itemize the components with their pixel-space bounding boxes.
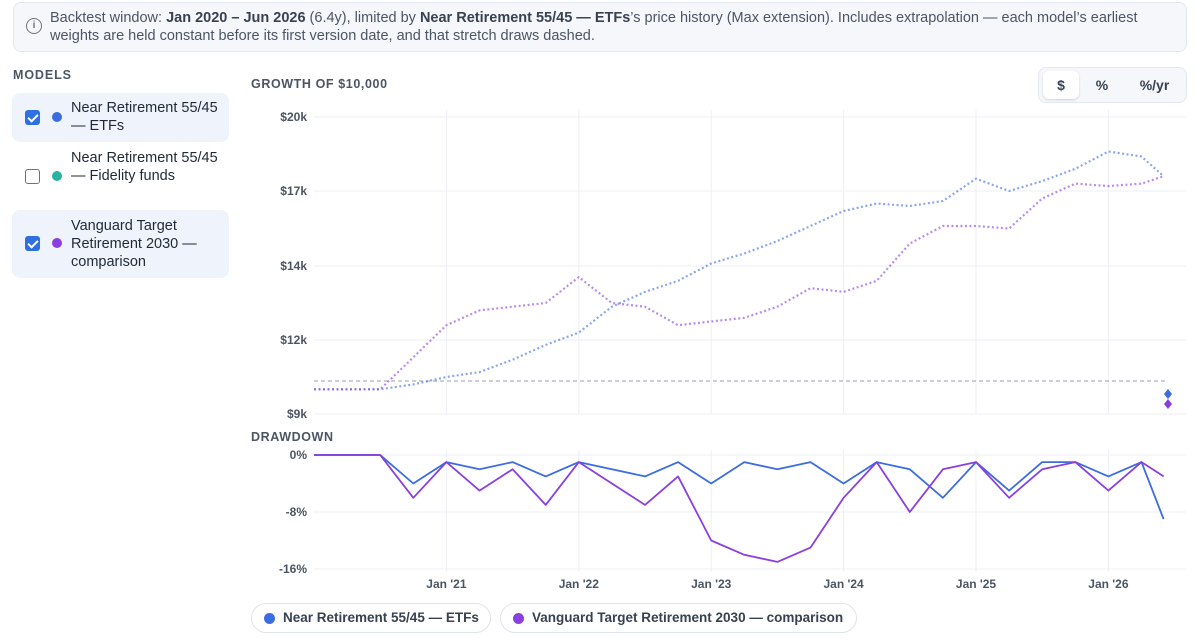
growth-series	[314, 150, 1165, 391]
model-color-dot-vanguard	[52, 238, 62, 248]
toggle-percent-button[interactable]: %	[1095, 77, 1109, 93]
drawdown-y-axis: 0% -8% -16%	[279, 448, 307, 576]
banner-mid: (6.4y), limited by	[305, 10, 420, 26]
etfs-end-marker[interactable]	[1164, 389, 1172, 399]
backtest-info-banner: i Backtest window: Jan 2020 – Jun 2026 (…	[13, 2, 1187, 52]
x-axis-labels: Jan '21 Jan '22 Jan '23 Jan '24 Jan '25 Jan '…	[426, 577, 1129, 591]
legend-item-vanguard[interactable]: Vanguard Target Retirement 2030 — compar…	[500, 603, 857, 633]
growth-chart-title: GROWTH OF $10,000	[251, 77, 388, 91]
growth-line-etfs[interactable]	[314, 150, 1165, 391]
model-label-fidelity: Near Retirement 55/45 — Fidelity funds	[71, 150, 218, 184]
model-color-dot-fidelity	[52, 171, 62, 181]
value-mode-toggle: $ % %/yr	[1038, 67, 1187, 103]
drawdown-grid	[314, 450, 1186, 572]
growth-y-tick-label: $9k	[287, 407, 307, 421]
x-tick-label: Jan '22	[559, 577, 600, 591]
legend-item-etfs[interactable]: Near Retirement 55/45 — ETFs	[251, 603, 491, 633]
model-label-vanguard: Vanguard Target Retirement 2030 — compar…	[71, 218, 197, 270]
growth-y-tick-label: $14k	[280, 259, 307, 273]
drawdown-chart-title: DRAWDOWN	[251, 430, 334, 444]
banner-rest: ’s price history (Max extension). Includ…	[50, 10, 1138, 44]
growth-grid	[314, 110, 1186, 415]
legend-label-vanguard: Vanguard Target Retirement 2030 — compar…	[532, 610, 844, 625]
drawdown-y-tick-label: -8%	[286, 505, 308, 519]
banner-window: Jan 2020 – Jun 2026	[166, 10, 306, 26]
growth-y-tick-label: $12k	[280, 333, 307, 347]
toggle-annualized-button[interactable]: %/yr	[1139, 77, 1170, 93]
legend-dot-etfs	[264, 613, 275, 624]
x-tick-label: Jan '25	[956, 577, 997, 591]
model-item-vanguard[interactable]: Vanguard Target Retirement 2030 — compar…	[12, 210, 229, 278]
drawdown-line-etfs[interactable]	[314, 454, 1165, 520]
growth-y-tick-label: $17k	[280, 184, 307, 198]
growth-y-axis: $9k $12k $14k $17k $20k	[280, 110, 307, 421]
model-color-dot-etfs	[52, 112, 62, 122]
banner-prefix: Backtest window:	[50, 10, 167, 26]
vanguard-end-marker[interactable]	[1164, 399, 1172, 409]
x-tick-label: Jan '23	[691, 577, 732, 591]
drawdown-y-tick-label: -16%	[279, 562, 307, 576]
toggle-dollar-button[interactable]: $	[1043, 71, 1079, 99]
model-item-etfs[interactable]: Near Retirement 55/45 — ETFs	[12, 93, 229, 142]
info-icon: i	[26, 18, 42, 34]
model-checkbox-etfs[interactable]	[25, 110, 40, 125]
banner-limiter: Near Retirement 55/45 — ETFs	[419, 10, 631, 26]
growth-y-tick-label: $20k	[280, 110, 307, 124]
x-tick-label: Jan '21	[426, 577, 467, 591]
drawdown-series	[314, 454, 1165, 563]
model-checkbox-vanguard[interactable]	[25, 236, 40, 251]
model-checkbox-fidelity[interactable]	[25, 169, 40, 184]
model-label-etfs: Near Retirement 55/45 — ETFs	[71, 100, 218, 134]
legend-dot-vanguard	[513, 613, 524, 624]
drawdown-line-vanguard[interactable]	[314, 454, 1165, 563]
x-tick-label: Jan '26	[1088, 577, 1129, 591]
growth-line-vanguard[interactable]	[314, 175, 1164, 391]
drawdown-y-tick-label: 0%	[290, 448, 308, 462]
models-heading: MODELS	[13, 68, 72, 82]
model-item-fidelity[interactable]: Near Retirement 55/45 — Fidelity funds	[12, 148, 229, 205]
legend-label-etfs: Near Retirement 55/45 — ETFs	[283, 610, 479, 625]
x-tick-label: Jan '24	[824, 577, 865, 591]
